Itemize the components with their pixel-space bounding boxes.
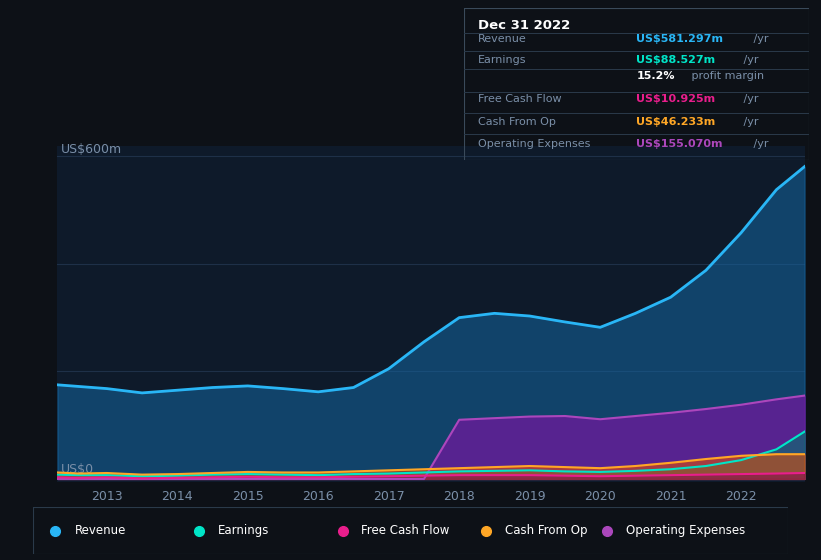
Text: 15.2%: 15.2%: [636, 72, 675, 81]
Text: /yr: /yr: [750, 139, 768, 150]
Text: /yr: /yr: [740, 117, 759, 127]
Text: US$581.297m: US$581.297m: [636, 34, 723, 44]
Text: Cash From Op: Cash From Op: [505, 524, 587, 537]
Text: Operating Expenses: Operating Expenses: [626, 524, 745, 537]
Text: profit margin: profit margin: [688, 72, 764, 81]
Text: Operating Expenses: Operating Expenses: [478, 139, 590, 150]
Text: Dec 31 2022: Dec 31 2022: [478, 19, 570, 32]
Text: Revenue: Revenue: [478, 34, 526, 44]
Text: Earnings: Earnings: [478, 55, 526, 65]
Text: /yr: /yr: [740, 55, 759, 65]
Text: /yr: /yr: [740, 94, 759, 104]
Text: Cash From Op: Cash From Op: [478, 117, 556, 127]
Text: US$46.233m: US$46.233m: [636, 117, 716, 127]
Text: /yr: /yr: [750, 34, 768, 44]
Text: US$0: US$0: [62, 463, 94, 475]
Text: US$88.527m: US$88.527m: [636, 55, 715, 65]
Text: Earnings: Earnings: [218, 524, 269, 537]
Text: US$10.925m: US$10.925m: [636, 94, 715, 104]
Text: US$155.070m: US$155.070m: [636, 139, 722, 150]
Text: US$600m: US$600m: [62, 143, 122, 156]
Text: Revenue: Revenue: [75, 524, 126, 537]
Text: Free Cash Flow: Free Cash Flow: [478, 94, 562, 104]
Text: Free Cash Flow: Free Cash Flow: [361, 524, 450, 537]
